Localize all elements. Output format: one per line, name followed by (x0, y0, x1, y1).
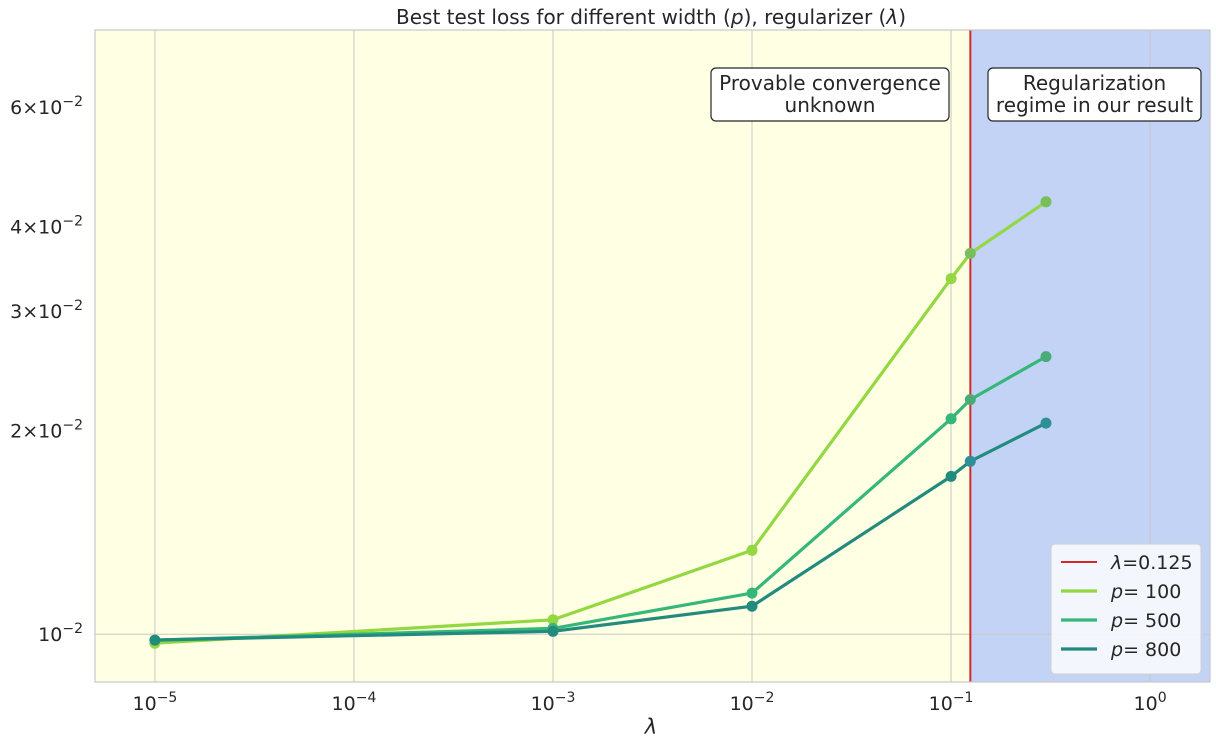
series-line (154, 200, 1047, 645)
legend-box (1050, 543, 1202, 675)
data-point (547, 614, 559, 626)
data-point (149, 634, 161, 646)
data-point (964, 394, 976, 406)
legend: λ=0.125 p= 100 p= 500 p= 800 (1050, 543, 1202, 675)
legend-label: p= 800 (1110, 639, 1181, 661)
data-point (945, 470, 957, 482)
plot-frame (94, 29, 1211, 683)
x-tick-label: 100 (1134, 690, 1167, 715)
y-tick-label: 6×10−2 (10, 94, 83, 119)
y-tick-label: 3×10−2 (10, 298, 83, 323)
data-point (1040, 196, 1052, 208)
legend-label: λ=0.125 (1110, 552, 1193, 574)
series-line (154, 421, 1047, 642)
x-tick-label: 10−4 (332, 690, 377, 715)
data-point (945, 273, 957, 285)
annotation-line: unknown (785, 93, 876, 117)
data-point (964, 247, 976, 259)
annotation-line: Provable convergence (719, 71, 941, 95)
axes: 10−5 10−4 10−3 10−2 10−1 100 10−2 2×10−2 3×10−2 4… (10, 29, 1211, 715)
annotation-line: regime in our result (996, 93, 1193, 117)
y-tick-label: 10−2 (38, 621, 83, 646)
series-line (154, 355, 1047, 642)
series-layer (149, 196, 1052, 649)
chart-background (95, 30, 1210, 682)
annotation-line: Regularization (1023, 71, 1166, 95)
legend-entry: p= 800 (1061, 639, 1181, 661)
data-point (746, 587, 758, 599)
series-1 (149, 196, 1052, 649)
y-tick-label: 2×10−2 (10, 417, 83, 442)
x-tick-label: 10−3 (531, 690, 576, 715)
legend-entry: p= 500 (1061, 610, 1181, 632)
chart-title: Best test loss for different width (p), … (396, 5, 906, 29)
legend-entry: p= 100 (1061, 581, 1181, 603)
x-tick-label: 10−2 (730, 690, 775, 715)
data-point (945, 413, 957, 425)
x-tick-label: 10−5 (133, 690, 178, 715)
region-left (95, 30, 971, 682)
legend-label: p= 500 (1110, 610, 1181, 632)
data-point (964, 455, 976, 467)
data-point (1040, 351, 1052, 363)
x-tick-label: 10−1 (929, 690, 974, 715)
data-point (746, 544, 758, 556)
legend-entry: λ=0.125 (1061, 552, 1193, 574)
y-tick-label: 4×10−2 (10, 213, 83, 238)
data-point (1040, 417, 1052, 429)
data-point (746, 600, 758, 612)
series-3 (149, 417, 1052, 646)
legend-label: p= 100 (1110, 581, 1181, 603)
data-point (547, 625, 559, 637)
x-axis-label: λ (644, 715, 657, 739)
